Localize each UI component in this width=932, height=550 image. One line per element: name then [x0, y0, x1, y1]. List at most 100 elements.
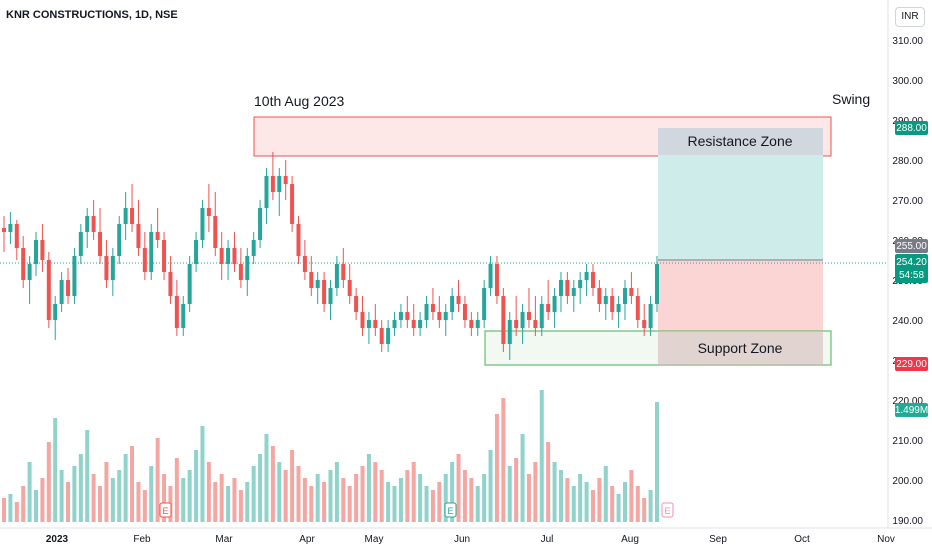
volume-bar [347, 486, 352, 522]
candle [136, 200, 141, 256]
candle [603, 288, 608, 320]
volume-bars [2, 390, 659, 522]
candle [194, 232, 199, 272]
y-tick-label: 190.00 [892, 516, 923, 527]
volume-bar [597, 478, 602, 522]
candle [130, 184, 135, 232]
volume-bar [616, 494, 621, 522]
svg-text:255.00: 255.00 [896, 241, 927, 252]
volume-bar [482, 474, 487, 522]
volume-bar [98, 486, 103, 522]
volume-bar [162, 474, 167, 522]
volume-bar [571, 486, 576, 522]
candle [245, 248, 250, 296]
candle [520, 304, 525, 344]
candle [8, 212, 13, 244]
volume-bar [14, 502, 19, 522]
x-tick-label: Mar [215, 534, 233, 545]
candle [405, 296, 410, 328]
volume-bar [437, 482, 442, 522]
entry-price-tag: 255.00 [895, 239, 928, 253]
volume-bar [8, 494, 13, 522]
candle [366, 312, 371, 344]
volume-bar [539, 390, 544, 522]
x-tick-label: Aug [621, 534, 639, 545]
volume-bar [21, 486, 26, 522]
candle [616, 296, 621, 328]
volume-bar [277, 462, 282, 522]
volume-bar [379, 470, 384, 522]
volume-bar [603, 466, 608, 522]
candle [72, 248, 77, 304]
candle [277, 168, 282, 216]
volume-bar [642, 498, 647, 522]
candle [411, 304, 416, 336]
candle [328, 280, 333, 320]
currency-button[interactable]: INR [895, 7, 925, 27]
x-tick-label: Apr [299, 534, 315, 545]
volume-bar [27, 462, 32, 522]
candles [2, 152, 659, 360]
volume-bar [123, 454, 128, 522]
earnings-marker-3[interactable]: E [661, 502, 674, 518]
candle [283, 160, 288, 200]
volume-bar [315, 474, 320, 522]
volume-bar [520, 434, 525, 522]
candle [123, 192, 128, 240]
volume-bar [130, 446, 135, 522]
volume-bar [443, 474, 448, 522]
earnings-marker-2[interactable]: E [444, 502, 457, 518]
volume-bar [507, 466, 512, 522]
volume-bar [238, 490, 243, 522]
resistance-label-box [658, 128, 823, 155]
volume-bar [181, 478, 186, 522]
candle [558, 272, 563, 312]
volume-bar [59, 470, 64, 522]
candle [296, 216, 301, 264]
volume-bar [565, 478, 570, 522]
y-tick-label: 200.00 [892, 476, 923, 487]
x-tick-label: Nov [877, 534, 895, 545]
candle [584, 264, 589, 296]
candle [392, 312, 397, 336]
volume-bar [610, 486, 615, 522]
volume-bar [290, 450, 295, 522]
candle [162, 232, 167, 280]
volume-bar [411, 462, 416, 522]
candle [635, 288, 640, 328]
volume-bar [136, 482, 141, 522]
candle [552, 288, 557, 328]
volume-bar [392, 486, 397, 522]
x-tick-label: May [365, 534, 384, 545]
y-tick-label: 210.00 [892, 436, 923, 447]
candle [40, 224, 45, 272]
volume-bar [78, 454, 83, 522]
candle [117, 216, 122, 264]
svg-text:254.20: 254.20 [896, 257, 927, 268]
volume-bar [213, 482, 218, 522]
volume-bar [142, 490, 147, 522]
candle [290, 176, 295, 232]
volume-bar [302, 478, 307, 522]
candle [533, 296, 538, 336]
volume-bar [251, 466, 256, 522]
candle [341, 248, 346, 288]
volume-bar [258, 454, 263, 522]
volume-bar [430, 490, 435, 522]
svg-text:288.00: 288.00 [896, 123, 927, 134]
candle [629, 272, 634, 304]
stop-price-tag: 229.00 [895, 357, 928, 371]
volume-bar [174, 458, 179, 522]
candle [494, 256, 499, 304]
volume-bar [648, 490, 653, 522]
candle [59, 272, 64, 312]
x-tick-label: 2023 [46, 534, 69, 545]
candle [443, 304, 448, 336]
candle [610, 288, 615, 320]
earnings-marker-1[interactable]: E [159, 502, 172, 518]
candle [149, 224, 154, 280]
candle [142, 232, 147, 280]
volume-bar [309, 486, 314, 522]
volume-bar [635, 486, 640, 522]
